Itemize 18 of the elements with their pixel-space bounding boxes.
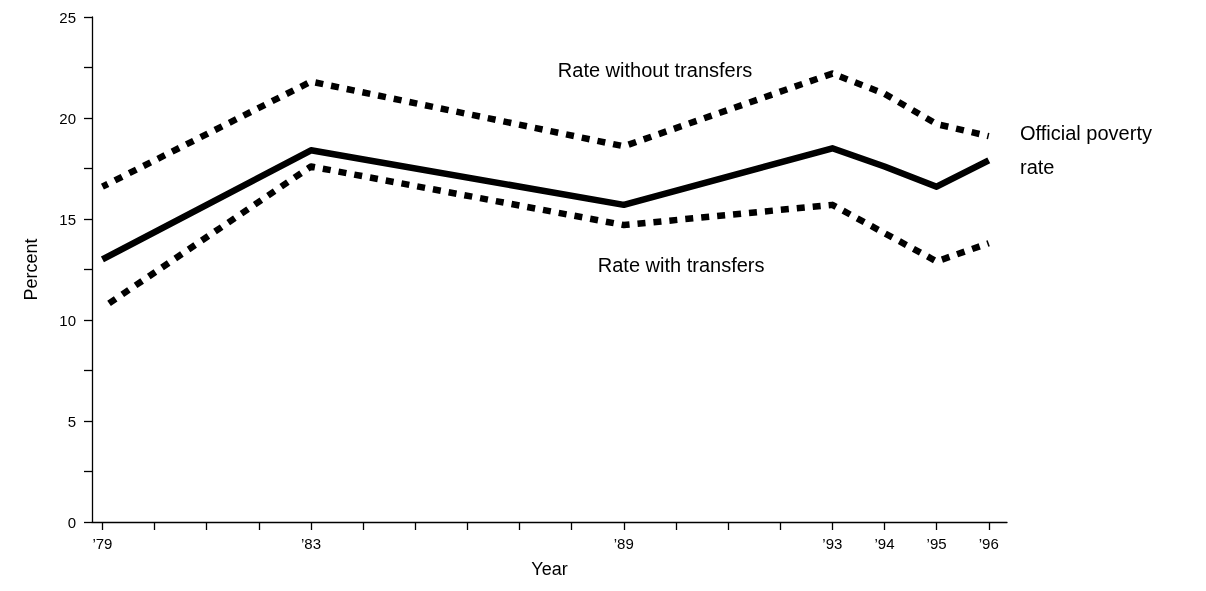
y-tick-label: 0 xyxy=(67,513,76,531)
x-tick-label: ’95 xyxy=(926,535,947,552)
series-label: Rate with transfers xyxy=(597,254,765,277)
x-tick-label: ’89 xyxy=(613,535,634,552)
x-tick-label: ’83 xyxy=(300,535,321,552)
series-label: Rate without transfers xyxy=(557,58,753,81)
y-tick-label: 5 xyxy=(67,412,76,430)
y-tick-label: 10 xyxy=(59,311,76,329)
x-axis-title: Year xyxy=(531,559,568,579)
x-tick-label: ’94 xyxy=(874,535,895,552)
y-tick-label: 20 xyxy=(59,109,76,127)
x-tick-label: ’93 xyxy=(822,535,843,552)
x-tick-label: ’79 xyxy=(92,535,113,552)
y-tick-label: 25 xyxy=(59,8,76,26)
y-tick-label: 15 xyxy=(59,210,76,228)
series-label: Official poverty rate xyxy=(1020,122,1152,179)
y-axis-title: Percent xyxy=(21,238,41,301)
x-tick-label: ’96 xyxy=(978,535,999,552)
